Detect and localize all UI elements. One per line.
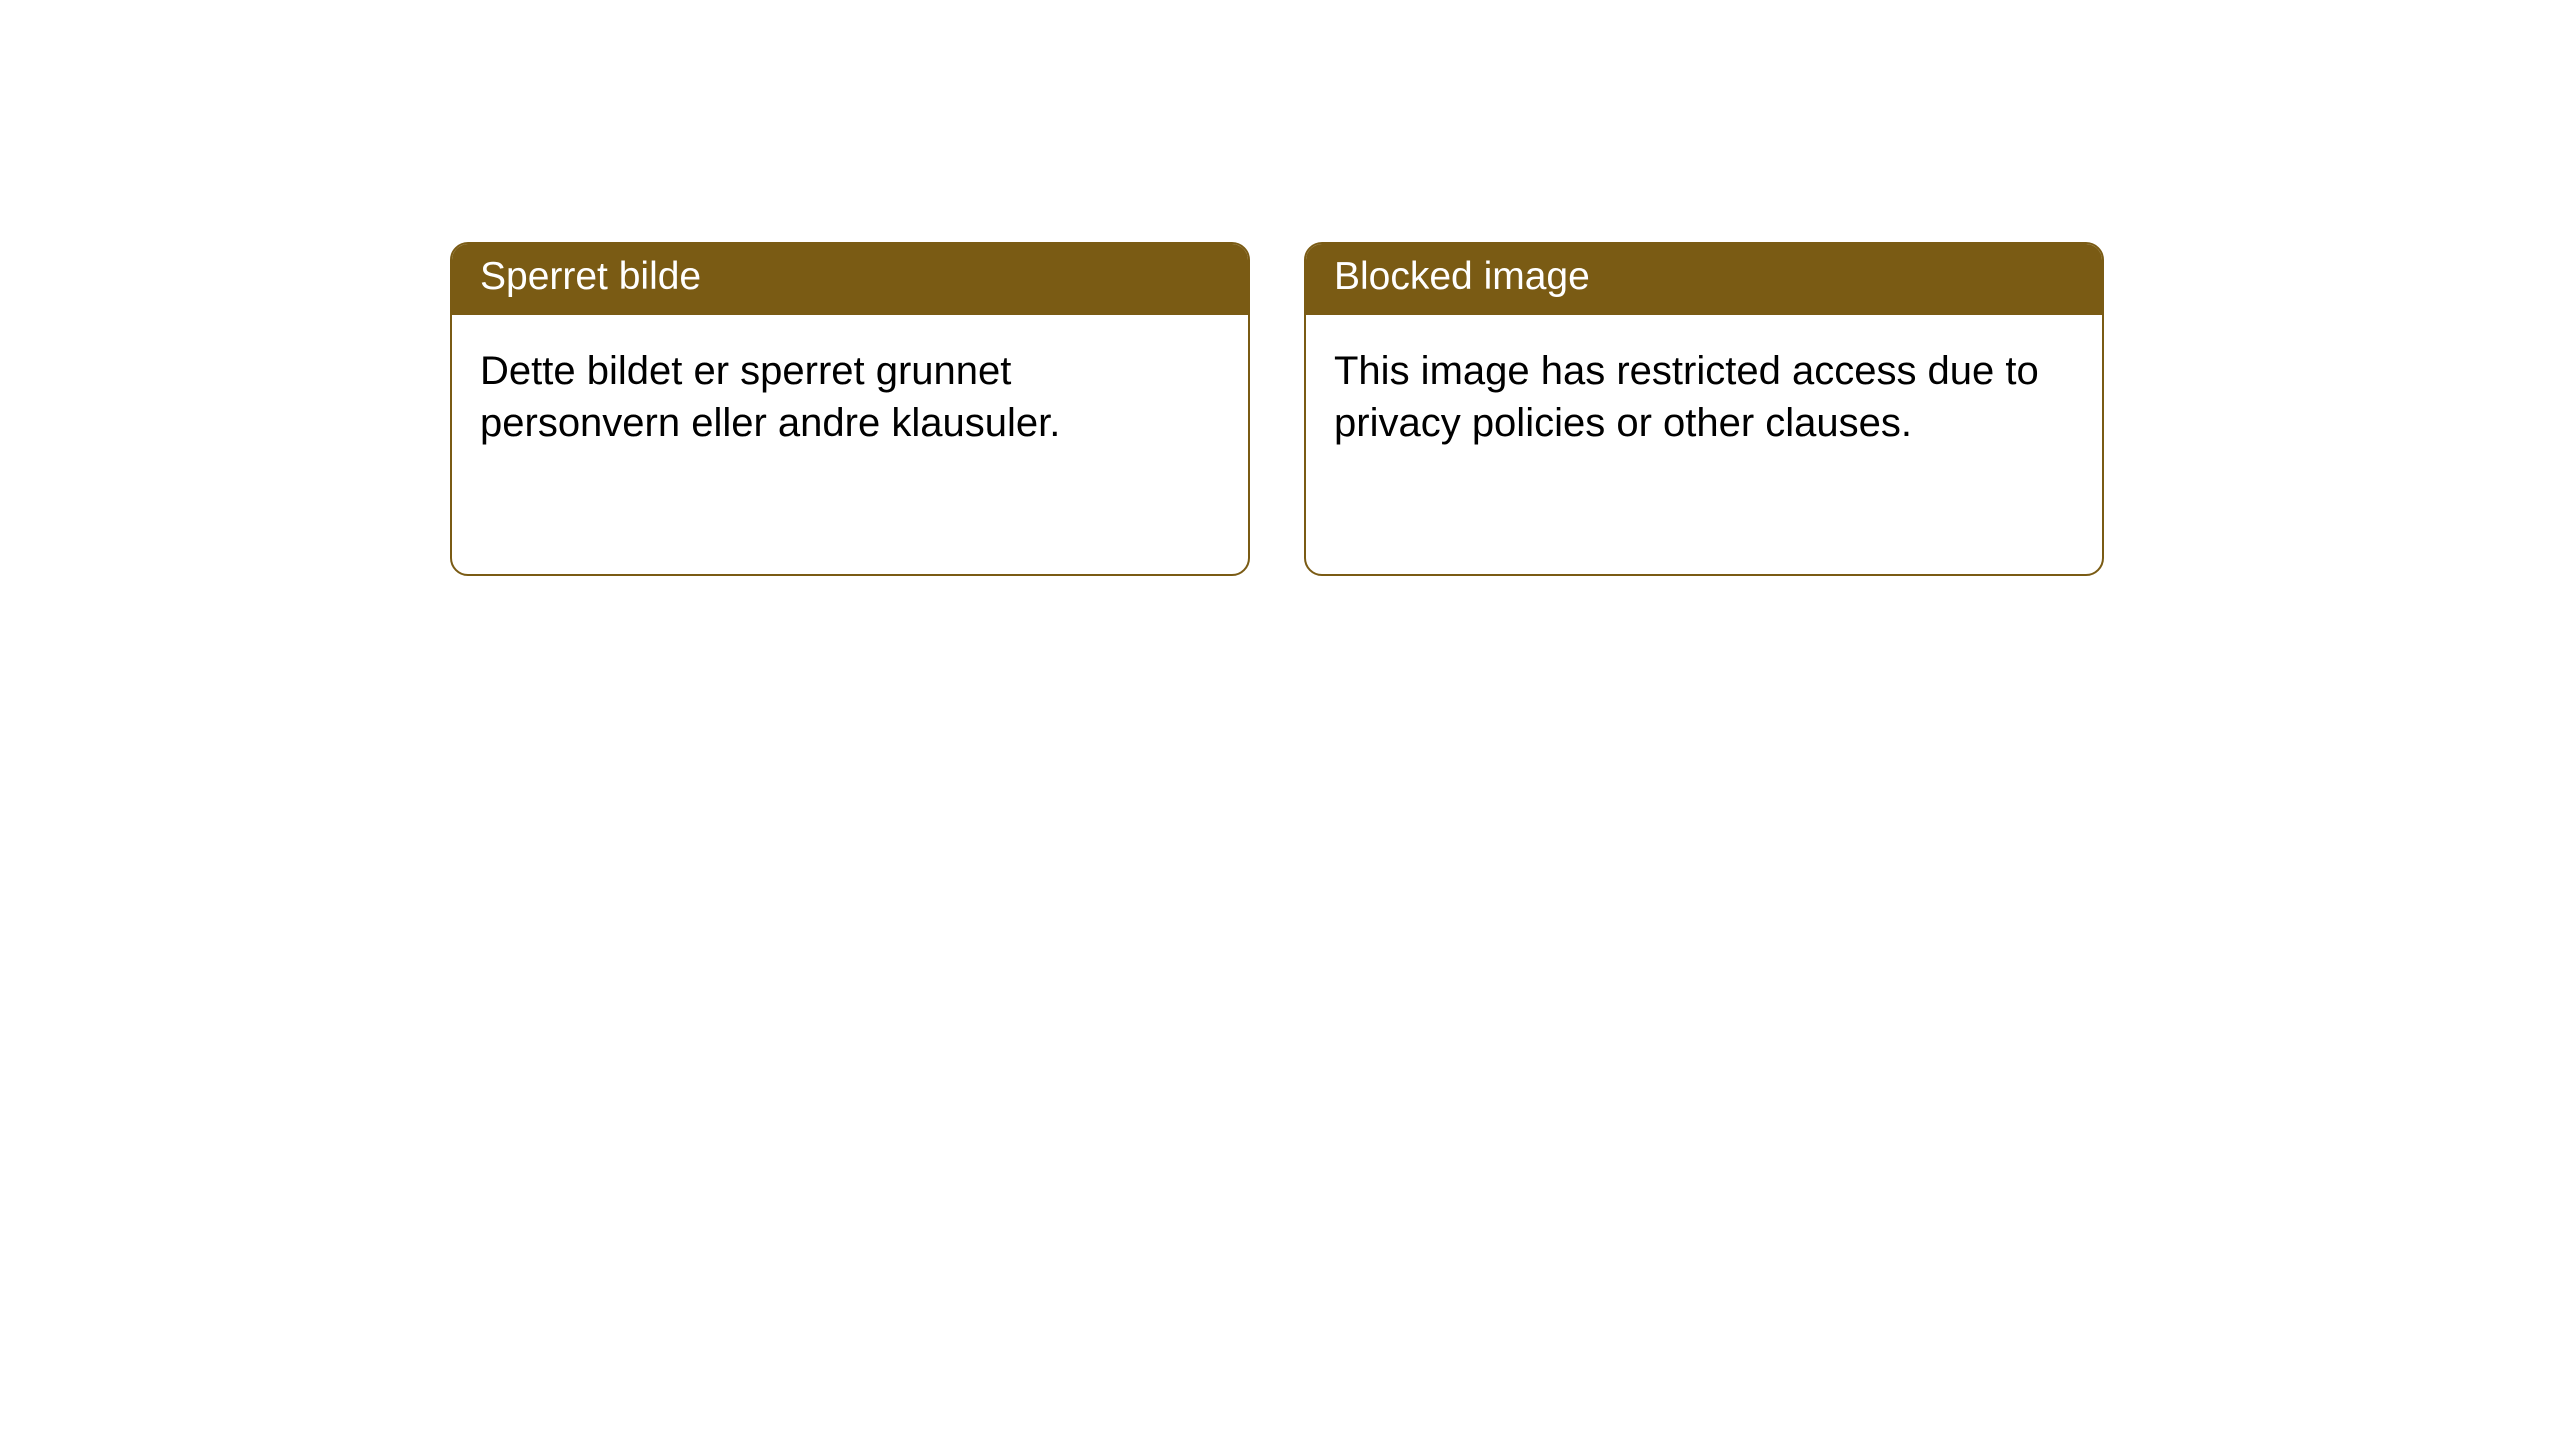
card-body: This image has restricted access due to … <box>1306 315 2102 479</box>
card-header: Blocked image <box>1306 244 2102 315</box>
card-body-text: Dette bildet er sperret grunnet personve… <box>480 349 1060 445</box>
card-header: Sperret bilde <box>452 244 1248 315</box>
card-title: Sperret bilde <box>480 255 701 298</box>
notice-container: Sperret bilde Dette bildet er sperret gr… <box>450 242 2104 576</box>
card-body-text: This image has restricted access due to … <box>1334 349 2039 445</box>
card-body: Dette bildet er sperret grunnet personve… <box>452 315 1248 479</box>
notice-card-english: Blocked image This image has restricted … <box>1304 242 2104 576</box>
card-title: Blocked image <box>1334 255 1590 298</box>
notice-card-norwegian: Sperret bilde Dette bildet er sperret gr… <box>450 242 1250 576</box>
